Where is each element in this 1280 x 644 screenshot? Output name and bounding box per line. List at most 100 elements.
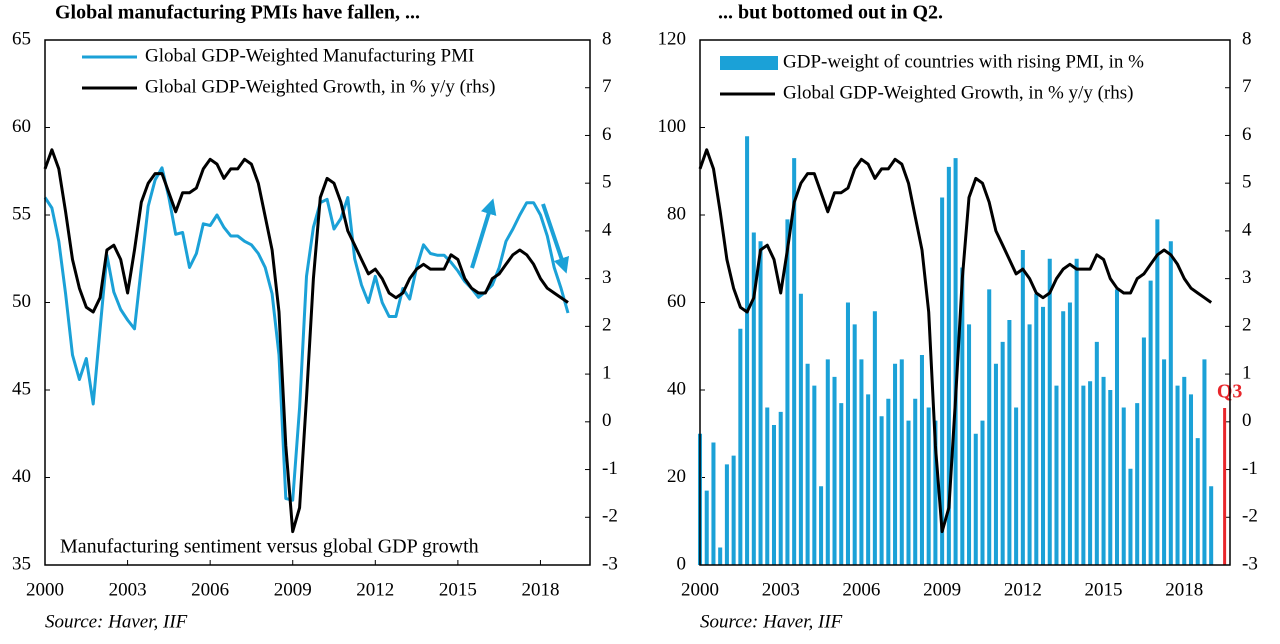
y-tick-label: 50 [12,291,31,312]
bar [933,420,938,565]
bar [1020,250,1025,565]
bar [1195,438,1200,565]
legend-label: Global GDP-Weighted Growth, in % y/y (rh… [783,82,1133,103]
bar [913,398,918,565]
bar [1088,381,1093,565]
plot-frame [44,39,591,566]
bar [1027,324,1032,565]
bar [993,363,998,565]
y2-tick-label: -3 [602,553,618,574]
legend-label: GDP-weight of countries with rising PMI,… [783,51,1144,72]
bar [771,425,777,565]
bar [805,363,810,565]
bar [1168,241,1173,565]
y2-tick-label: 7 [602,76,612,97]
bar [946,166,951,565]
y2-tick-label: 0 [1242,410,1252,431]
legend-label: Global GDP-Weighted Manufacturing PMI [145,45,474,66]
y-tick-label: 120 [658,28,687,49]
bar [919,355,924,565]
bar [845,302,850,565]
y-tick-label: 0 [677,553,687,574]
bar [1114,289,1120,565]
y-tick-label: 20 [667,466,686,487]
bar [731,455,736,565]
bar [967,324,972,565]
bar [852,324,857,565]
bar [718,547,723,565]
x-tick-label: 2015 [1085,579,1123,600]
x-tick-label: 2009 [923,579,961,600]
bar [1108,390,1113,565]
bar [819,486,824,565]
bar [859,359,864,565]
bar [1061,311,1066,565]
x-tick-label: 2006 [191,579,229,600]
bar [872,311,877,565]
y-tick-label: 100 [658,116,687,137]
bar [1101,376,1106,565]
trend-arrow [470,198,497,269]
x-tick-label: 2006 [842,579,880,600]
bar [1007,320,1012,565]
legend-swatch [720,56,778,70]
source: Source: Haver, IIF [45,611,188,632]
chart-title: Global manufacturing PMIs have fallen, .… [55,2,420,24]
y-tick-label: 60 [12,116,31,137]
bar [792,158,797,565]
y2-tick-label: 2 [602,315,612,336]
line-series [43,166,570,502]
bar [1128,468,1133,565]
bar [1047,258,1052,565]
plot-frame [699,39,1231,566]
y-tick-label: 35 [12,553,31,574]
y2-tick-label: 5 [1242,172,1252,193]
bar [785,219,790,565]
bar [926,407,931,565]
source: Source: Haver, IIF [700,611,843,632]
bar [980,420,985,565]
bar [738,328,743,565]
x-tick-label: 2009 [274,579,312,600]
x-tick-label: 2015 [439,579,477,600]
y2-tick-label: 7 [1242,76,1252,97]
y-tick-label: 55 [12,203,31,224]
x-tick-label: 2012 [1004,579,1042,600]
y2-tick-label: 8 [602,28,612,49]
y-tick-label: 40 [667,378,686,399]
line-series [698,148,1213,534]
y2-tick-label: 8 [1242,28,1252,49]
bar [973,433,978,565]
bar [839,403,844,565]
y2-tick-label: 1 [602,362,612,383]
x-tick-label: 2018 [1165,579,1203,600]
bar [1067,302,1072,565]
y2-tick-label: 5 [602,172,612,193]
bar [1121,407,1126,565]
bar [987,289,992,565]
bar [751,232,756,565]
bar [1074,258,1079,565]
bar [812,385,817,565]
bar [765,407,770,565]
y2-tick-label: 2 [1242,315,1252,336]
x-tick-label: 2003 [762,579,800,600]
y-tick-label: 80 [667,203,686,224]
bar [1054,385,1059,565]
bar [711,442,716,565]
bar [798,293,803,565]
bar [960,267,965,565]
bar [1182,376,1187,565]
bar [1135,403,1140,565]
bar [940,197,945,565]
bar [1202,359,1207,565]
y2-tick-label: 1 [1242,362,1252,383]
y2-tick-label: 6 [602,124,612,145]
bar [953,158,958,565]
y2-tick-label: -2 [602,506,618,527]
bar [879,416,884,565]
y-tick-label: 60 [667,291,686,312]
bar [893,363,898,565]
bar [906,420,911,565]
